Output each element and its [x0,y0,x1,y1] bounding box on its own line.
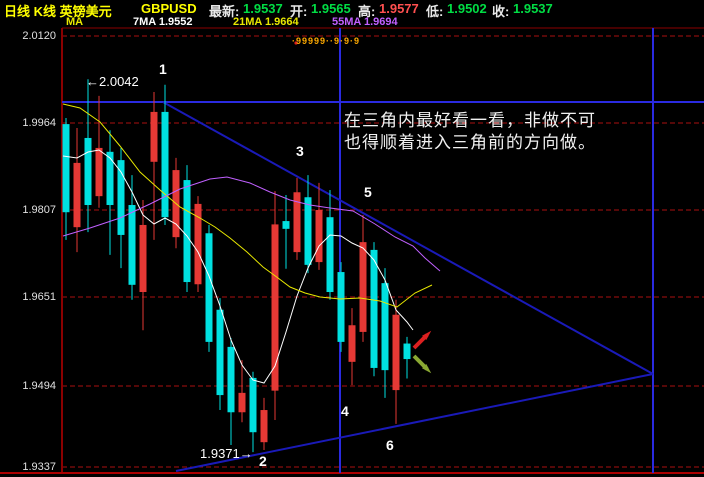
candle-body[interactable] [403,343,411,360]
candle-body[interactable] [337,272,345,342]
candle-body[interactable] [381,283,389,371]
ma-line-7ma [62,149,414,384]
quote-value-close: 1.9537 [513,1,553,16]
wave-label-2: 2 [259,453,267,469]
triangle-descending-trendline[interactable] [162,101,654,375]
candle-body[interactable] [238,392,246,413]
candle-body[interactable] [315,209,323,263]
ma21-label: 21MA 1.9664 [233,16,299,28]
ma-line-55ma [62,176,441,272]
analyst-annotation: 在三角内最好看一看，非做不可 也得顺着进入三角前的方向做。 [344,110,596,154]
triangle-ascending-trendline[interactable] [175,373,654,472]
candle-body[interactable] [227,346,235,413]
candle-body[interactable] [271,224,279,391]
quote-label-low: 低: [426,4,444,19]
candle-body[interactable] [370,249,378,368]
wave-label-4: 4 [341,403,349,419]
candle-body[interactable] [95,147,103,197]
candle-body[interactable] [348,325,356,362]
candle-body[interactable] [128,205,136,285]
chart-title: 日线 K线 英镑美元 [4,4,112,19]
candle-body[interactable] [392,314,400,391]
candle-body[interactable] [62,124,70,213]
y-axis-label: 1.9651 [22,291,56,303]
quote-label-open: 开: [290,4,308,19]
signal-digit-row: ·99999··9·9·9 [292,36,361,46]
candle-body[interactable] [73,162,81,228]
candle-body[interactable] [117,160,125,235]
quote-value-low: 1.9502 [447,1,487,16]
symbol-label: GBPUSD [141,1,197,16]
candle-body[interactable] [326,217,334,293]
price-callout-high: ←2.0042 [86,74,139,89]
candle-body[interactable] [282,221,290,229]
candle-body[interactable] [260,410,268,443]
candle-body[interactable] [205,233,213,342]
candle-body[interactable] [161,111,169,218]
quote-bar: 日线 K线 英镑美元 GBPUSD 最新: 1.9537 开: 1.9565 高… [0,0,704,19]
candle-body[interactable] [139,224,147,293]
y-axis-label: 1.9964 [22,117,56,129]
wave-label-3: 3 [296,143,304,159]
candle-body[interactable] [84,137,92,206]
candle-body[interactable] [293,192,301,253]
candle-body[interactable] [216,309,224,396]
quote-value-open: 1.9565 [311,1,351,16]
ma-line-21ma [62,103,433,308]
ma-bar: MA 7MA 1.9552 21MA 1.9664 55MA 1.9694 [0,15,704,28]
price-callout-low: 1.9371→ [200,446,253,461]
ma55-label: 55MA 1.9694 [332,16,398,28]
annotation-line-2: 也得顺着进入三角前的方向做。 [344,133,596,152]
quote-label-close: 收: [492,4,510,19]
candle-body[interactable] [304,197,312,265]
wave-label-6: 6 [386,437,394,453]
quote-value-high: 1.9577 [379,1,419,16]
trade-arrow-head-up [422,330,432,340]
quote-value-last: 1.9537 [243,1,283,16]
candle-body[interactable] [249,377,257,433]
ma-indicator-label[interactable]: MA [66,16,84,28]
wave-label-1: 1 [159,61,167,77]
candle-body[interactable] [194,203,202,285]
ma7-label: 7MA 1.9552 [133,16,193,28]
candle-body[interactable] [150,111,158,162]
y-axis-label: 1.9807 [22,204,56,216]
signal-dot [294,41,298,45]
y-axis-label: 1.9494 [22,380,56,392]
wave-label-5: 5 [364,184,372,200]
trade-arrow-head-down [422,364,432,374]
y-axis-label: 2.0120 [22,30,56,42]
quote-label-high: 高: [358,4,376,19]
y-axis-label: 1.9337 [22,461,56,473]
candle-body[interactable] [106,151,114,206]
candle-body[interactable] [359,242,367,332]
candle-body[interactable] [183,180,191,283]
annotation-line-1: 在三角内最好看一看，非做不可 [344,111,596,130]
quote-label-last: 最新: [209,4,240,19]
